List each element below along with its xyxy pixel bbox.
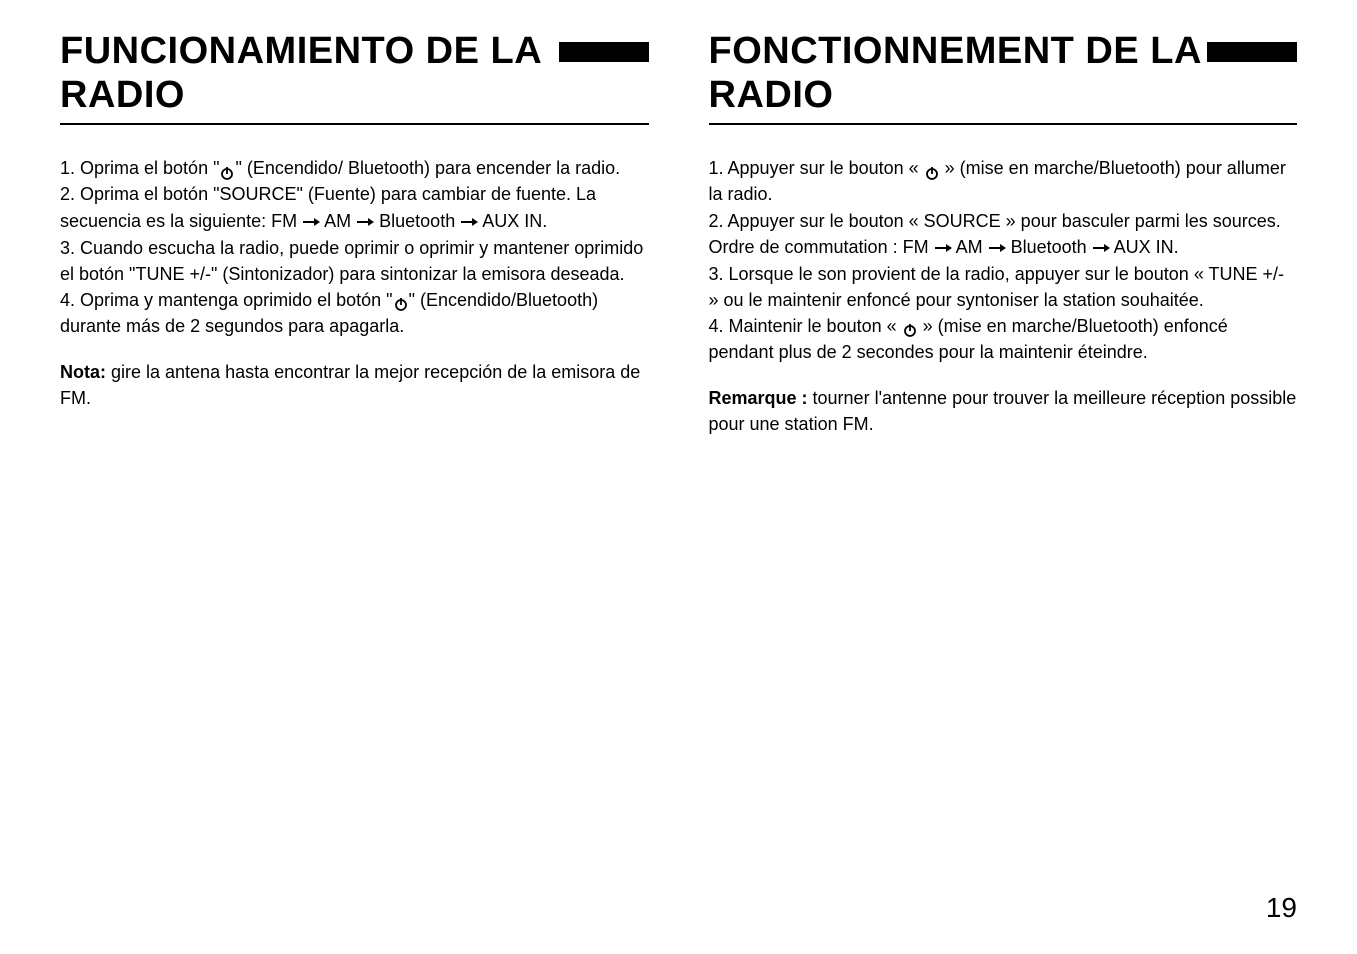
text-fragment: Oprima el botón " [80, 158, 219, 178]
right-step-4: 4. Maintenir le bouton « » (mise en marc… [709, 313, 1298, 365]
note-label: Nota: [60, 362, 106, 382]
text-fragment: AM [952, 237, 988, 257]
text-fragment: Oprima y mantenga oprimido el botón " [80, 290, 393, 310]
text-fragment: Appuyer sur le bouton « [728, 158, 924, 178]
note-text: gire la antena hasta encontrar la mejor … [60, 362, 640, 408]
text-fragment: Lorsque le son provient de la radio, app… [709, 264, 1285, 310]
left-note: Nota: gire la antena hasta encontrar la … [60, 359, 649, 411]
step-num: 4. [709, 316, 729, 336]
right-underline [709, 123, 1298, 125]
text-fragment: AM [320, 211, 356, 231]
step-num: 2. [709, 211, 728, 231]
step-num: 1. [60, 158, 80, 178]
step-num: 3. [709, 264, 729, 284]
step-num: 4. [60, 290, 80, 310]
left-body: 1. Oprima el botón " " (Encendido/ Blueto… [60, 155, 649, 411]
arrow-right-icon [988, 235, 1006, 261]
text-fragment: AUX IN. [1110, 237, 1179, 257]
text-fragment: Cuando escucha la radio, puede oprimir o… [60, 238, 643, 284]
text-fragment: Bluetooth [1006, 237, 1092, 257]
arrow-right-icon [934, 235, 952, 261]
right-step-3: 3. Lorsque le son provient de la radio, … [709, 261, 1298, 313]
left-heading-wrap: FUNCIONAMIENTO DE LA RADIO [60, 30, 649, 125]
text-fragment: " (Encendido/ Bluetooth) para encender l… [235, 158, 620, 178]
arrow-right-icon [302, 209, 320, 235]
left-step-4: 4. Oprima y mantenga oprimido el botón "… [60, 287, 649, 339]
step-num: 2. [60, 184, 80, 204]
step-num: 3. [60, 238, 80, 258]
step-num: 1. [709, 158, 728, 178]
power-icon [393, 293, 409, 309]
note-label: Remarque : [709, 388, 808, 408]
power-icon [902, 319, 918, 335]
right-note: Remarque : tourner l'antenne pour trouve… [709, 385, 1298, 437]
left-underline [60, 123, 649, 125]
right-heading-wrap: FONCTIONNEMENT DE LA RADIO [709, 30, 1298, 125]
left-step-1: 1. Oprima el botón " " (Encendido/ Blueto… [60, 155, 649, 181]
power-icon [219, 162, 235, 178]
right-step-1: 1. Appuyer sur le bouton « » (mise en ma… [709, 155, 1298, 207]
left-column: FUNCIONAMIENTO DE LA RADIO 1. Oprima el … [60, 30, 649, 438]
left-step-2: 2. Oprima el botón "SOURCE" (Fuente) par… [60, 181, 649, 234]
arrow-right-icon [356, 209, 374, 235]
text-fragment: Maintenir le bouton « [729, 316, 902, 336]
page-number: 19 [1266, 892, 1297, 924]
heading-bar-right [1207, 42, 1297, 62]
right-body: 1. Appuyer sur le bouton « » (mise en ma… [709, 155, 1298, 437]
right-step-2: 2. Appuyer sur le bouton « SOURCE » pour… [709, 208, 1298, 261]
left-step-3: 3. Cuando escucha la radio, puede oprimi… [60, 235, 649, 287]
heading-bar-left [559, 42, 649, 62]
arrow-right-icon [1092, 235, 1110, 261]
text-fragment: Bluetooth [374, 211, 460, 231]
text-fragment: AUX IN. [478, 211, 547, 231]
right-column: FONCTIONNEMENT DE LA RADIO 1. Appuyer su… [709, 30, 1298, 438]
power-icon [924, 162, 940, 178]
arrow-right-icon [460, 209, 478, 235]
